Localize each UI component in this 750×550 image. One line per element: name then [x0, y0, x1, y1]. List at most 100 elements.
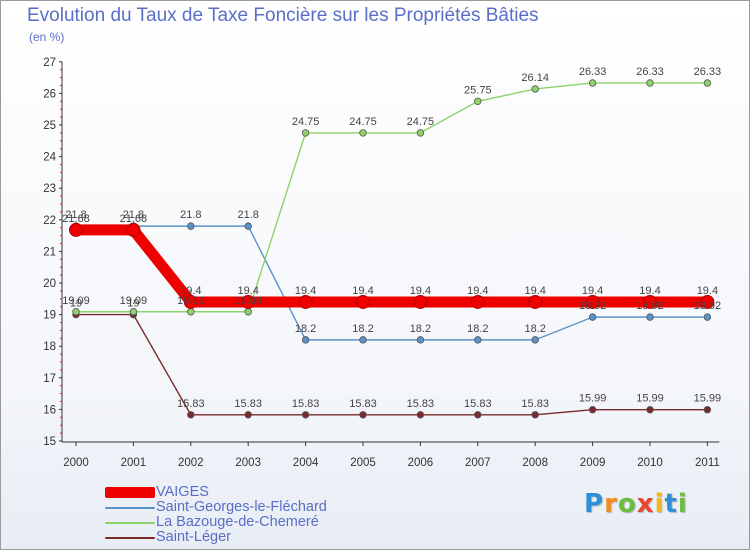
data-label-saint-leger: 15.83 [292, 398, 320, 410]
data-point-saint-leger [531, 411, 539, 419]
legend-swatch-la-bazouge [105, 522, 155, 524]
data-point-la-bazouge-de-chemere [416, 129, 425, 137]
x-tick-label: 2001 [121, 457, 147, 469]
data-label-la-bazouge-de-chemere: 25.75 [464, 84, 492, 96]
data-point-vaiges [241, 294, 256, 309]
logo-letter: i [654, 489, 665, 519]
data-point-la-bazouge-de-chemere [301, 129, 310, 137]
series-line-vaiges [70, 224, 713, 308]
y-tick-label: 26 [43, 88, 56, 100]
y-tick-label: 17 [43, 373, 56, 385]
data-point-la-bazouge-de-chemere [187, 308, 195, 316]
y-tick-label: 25 [43, 120, 56, 132]
data-label-saint-georges-le-flechard: 18.2 [295, 323, 316, 335]
data-point-saint-georges-le-flechard [244, 222, 252, 230]
data-point-la-bazouge-de-chemere [244, 308, 252, 316]
data-label-saint-leger: 19 [70, 298, 82, 310]
proxiti-logo: Proxiti [584, 489, 688, 519]
data-label-saint-leger: 15.99 [694, 393, 722, 405]
data-label-la-bazouge-de-chemere: 24.75 [407, 116, 435, 128]
data-label-vaiges: 19.4 [467, 285, 488, 297]
logo-letter: x [636, 489, 655, 519]
y-tick-label: 18 [43, 341, 56, 353]
data-point-saint-leger [646, 406, 654, 414]
x-tick-label: 2000 [63, 457, 89, 469]
y-tick-label: 19 [43, 310, 56, 322]
data-point-saint-georges-le-flechard [531, 336, 539, 344]
data-label-la-bazouge-de-chemere: 19.09 [177, 295, 205, 307]
data-point-vaiges [126, 222, 141, 237]
data-point-saint-georges-le-flechard [416, 336, 425, 344]
data-point-vaiges [643, 294, 657, 309]
data-label-saint-georges-le-flechard: 18.92 [694, 300, 722, 312]
data-label-la-bazouge-de-chemere: 19.09 [234, 295, 262, 307]
data-label-saint-georges-le-flechard: 18.92 [579, 300, 607, 312]
legend-item-vaiges: VAIGES [105, 485, 435, 500]
data-point-saint-georges-le-flechard [646, 313, 654, 321]
data-label-vaiges: 19.4 [639, 285, 660, 297]
series-line-saint-georges-le-flechard [75, 225, 709, 341]
legend: VAIGES Saint-Georges-le-Fléchard La Bazo… [105, 485, 435, 545]
data-label-saint-georges-le-flechard: 18.2 [524, 323, 545, 335]
data-label-la-bazouge-de-chemere: 26.33 [579, 66, 607, 78]
data-label-saint-leger: 15.83 [177, 398, 205, 410]
legend-item-saint-leger: Saint-Léger [105, 530, 435, 545]
logo-letter: i [677, 489, 688, 519]
data-point-la-bazouge-de-chemere [129, 308, 138, 316]
data-label-saint-leger: 15.83 [407, 398, 435, 410]
data-label-la-bazouge-de-chemere: 26.33 [636, 66, 664, 78]
x-tick-label: 2005 [350, 457, 376, 469]
data-point-vaiges [356, 294, 370, 309]
chart-title: Evolution du Taux de Taxe Foncière sur l… [27, 5, 539, 26]
data-point-saint-georges-le-flechard [703, 313, 712, 321]
data-label-saint-georges-le-flechard: 21.8 [65, 209, 86, 221]
x-tick-label: 2009 [580, 457, 606, 469]
legend-label-la-bazouge: La Bazouge-de-Chemeré [156, 514, 319, 530]
data-label-la-bazouge-de-chemere: 26.14 [521, 72, 549, 84]
data-label-saint-georges-le-flechard: 18.2 [352, 323, 373, 335]
data-point-vaiges [470, 294, 485, 309]
data-point-la-bazouge-de-chemere [703, 79, 712, 87]
data-point-saint-georges-le-flechard [301, 336, 310, 344]
data-label-vaiges: 21.68 [62, 213, 90, 225]
data-point-vaiges [413, 294, 428, 309]
legend-swatch-saint-georges [105, 507, 155, 509]
data-point-la-bazouge-de-chemere [588, 79, 597, 87]
data-point-saint-leger [703, 406, 712, 414]
data-point-saint-leger [474, 411, 482, 419]
series-line-la-bazouge-de-chemere [75, 82, 709, 313]
data-point-vaiges [528, 294, 543, 309]
data-point-saint-leger [187, 411, 195, 419]
data-point-la-bazouge-de-chemere [72, 308, 80, 316]
data-label-saint-leger: 15.83 [349, 398, 377, 410]
data-label-saint-leger: 15.99 [636, 393, 664, 405]
x-tick-label: 2002 [178, 457, 204, 469]
data-label-saint-georges-le-flechard: 21.8 [180, 209, 201, 221]
data-point-saint-leger [416, 411, 425, 419]
y-tick-label: 27 [43, 57, 56, 69]
data-point-la-bazouge-de-chemere [474, 97, 482, 105]
logo-letter: r [604, 489, 618, 519]
x-tick-label: 2010 [637, 457, 663, 469]
data-point-saint-leger [244, 411, 252, 419]
legend-label-vaiges: VAIGES [156, 484, 209, 500]
data-label-saint-leger: 19 [127, 298, 139, 310]
y-tick-label: 22 [43, 215, 56, 227]
data-label-la-bazouge-de-chemere: 24.75 [349, 116, 377, 128]
data-point-saint-georges-le-flechard [474, 336, 482, 344]
data-point-saint-leger [359, 411, 367, 419]
chart-subtitle: (en %) [29, 30, 65, 44]
data-label-saint-georges-le-flechard: 18.2 [410, 323, 431, 335]
y-tick-label: 16 [43, 404, 56, 416]
data-point-vaiges [69, 222, 83, 237]
data-label-saint-leger: 15.83 [521, 398, 549, 410]
data-point-saint-leger [588, 406, 597, 414]
data-label-saint-leger: 15.83 [234, 398, 262, 410]
data-point-la-bazouge-de-chemere [531, 85, 539, 93]
data-label-la-bazouge-de-chemere: 26.33 [694, 66, 722, 78]
data-label-la-bazouge-de-chemere: 19.09 [62, 295, 90, 307]
y-tick-label: 21 [43, 246, 56, 258]
x-tick-label: 2004 [293, 457, 319, 469]
data-label-vaiges: 19.4 [697, 285, 718, 297]
